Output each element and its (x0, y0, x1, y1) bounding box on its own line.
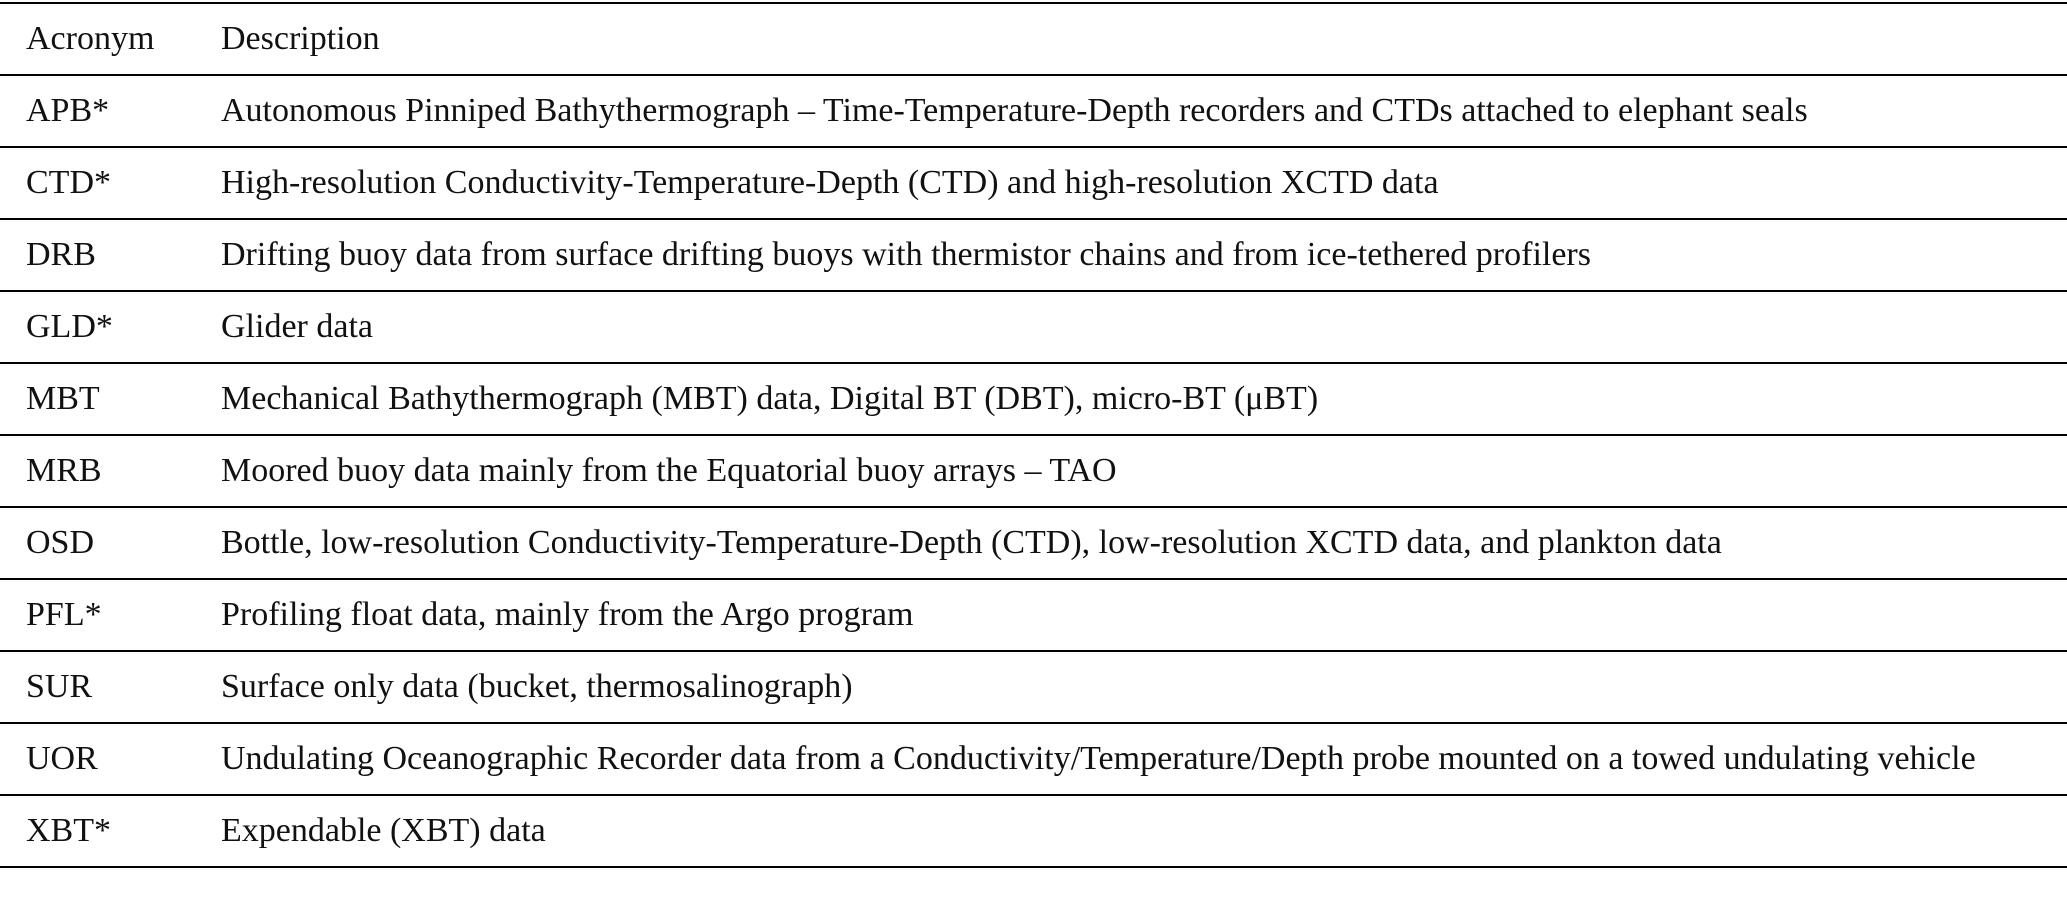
table-row: UOR Undulating Oceanographic Recorder dat… (0, 722, 2067, 796)
header-cell: Acronym (0, 2, 221, 76)
description-cell: High-resolution Conductivity-Temperature… (221, 146, 2067, 220)
acronym-cell: APB* (0, 74, 221, 148)
description-cell: Expendable (XBT) data (221, 794, 2067, 868)
header-row: Acronym Description (0, 2, 2067, 76)
table-row: APB* Autonomous Pinniped Bathythermograph… (0, 74, 2067, 148)
description-cell: Glider data (221, 290, 2067, 364)
acronym-cell: UOR (0, 722, 221, 796)
acronym-cell: MRB (0, 434, 221, 508)
acronym-cell: OSD (0, 506, 221, 580)
description-cell: Drifting buoy data from surface drifting… (221, 218, 2067, 292)
description-cell: Profiling float data, mainly from the Ar… (221, 578, 2067, 652)
header-cell: Description (221, 2, 2067, 76)
description-cell: Mechanical Bathythermograph (MBT) data, … (221, 362, 2067, 436)
table-row: MBT Mechanical Bathythermograph (MBT) dat… (0, 362, 2067, 436)
acronym-cell: CTD* (0, 146, 221, 220)
table-row: XBT* Expendable (XBT) data (0, 794, 2067, 868)
table-row: GLD* Glider data (0, 290, 2067, 364)
acronym-cell: GLD* (0, 290, 221, 364)
acronym-cell: SUR (0, 650, 221, 724)
acronym-cell: PFL* (0, 578, 221, 652)
table-row: SUR Surface only data (bucket, thermosali… (0, 650, 2067, 724)
description-cell: Moored buoy data mainly from the Equator… (221, 434, 2067, 508)
description-cell: Surface only data (bucket, thermosalinog… (221, 650, 2067, 724)
acronym-cell: MBT (0, 362, 221, 436)
description-cell: Undulating Oceanographic Recorder data f… (221, 722, 2067, 796)
acronym-table: Acronym Description APB* Autonomous Pinni… (0, 2, 2067, 868)
table-row: DRB Drifting buoy data from surface drift… (0, 218, 2067, 292)
acronym-cell: XBT* (0, 794, 221, 868)
description-cell: Autonomous Pinniped Bathythermograph – T… (221, 74, 2067, 148)
table-body: APB* Autonomous Pinniped Bathythermograph… (0, 74, 2067, 868)
description-cell: Bottle, low-resolution Conductivity-Temp… (221, 506, 2067, 580)
table-row: MRB Moored buoy data mainly from the Equa… (0, 434, 2067, 508)
acronym-cell: DRB (0, 218, 221, 292)
table-row: CTD* High-resolution Conductivity-Tempera… (0, 146, 2067, 220)
table-row: PFL* Profiling float data, mainly from th… (0, 578, 2067, 652)
table-header: Acronym Description (0, 2, 2067, 76)
table-row: OSD Bottle, low-resolution Conductivity-T… (0, 506, 2067, 580)
